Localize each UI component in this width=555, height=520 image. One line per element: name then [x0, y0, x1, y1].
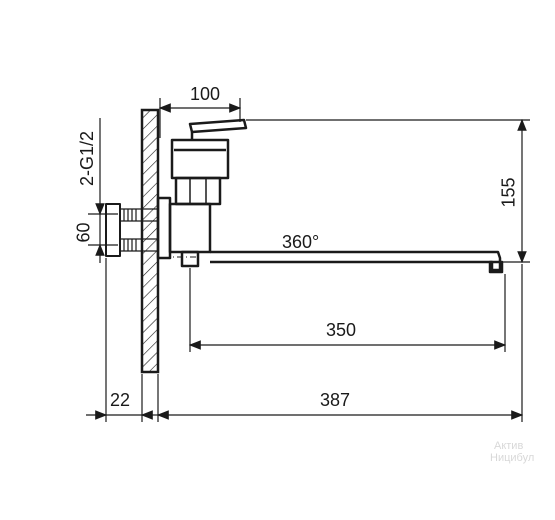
label-387: 387	[320, 390, 350, 411]
wall-section	[142, 110, 158, 372]
label-60: 60	[74, 222, 95, 242]
watermark-line1: Актив	[494, 440, 523, 452]
watermark-line2: Ницибул	[490, 452, 534, 464]
label-350: 350	[326, 320, 356, 341]
label-155: 155	[499, 177, 520, 207]
technical-drawing	[0, 0, 555, 515]
diagram-canvas: 100 2-G1/2 60 155 360° 350 22 387 Актив …	[0, 0, 555, 515]
label-thread: 2-G1/2	[77, 131, 98, 186]
label-360deg: 360°	[282, 232, 319, 253]
label-100: 100	[190, 84, 220, 105]
label-22: 22	[110, 390, 130, 411]
